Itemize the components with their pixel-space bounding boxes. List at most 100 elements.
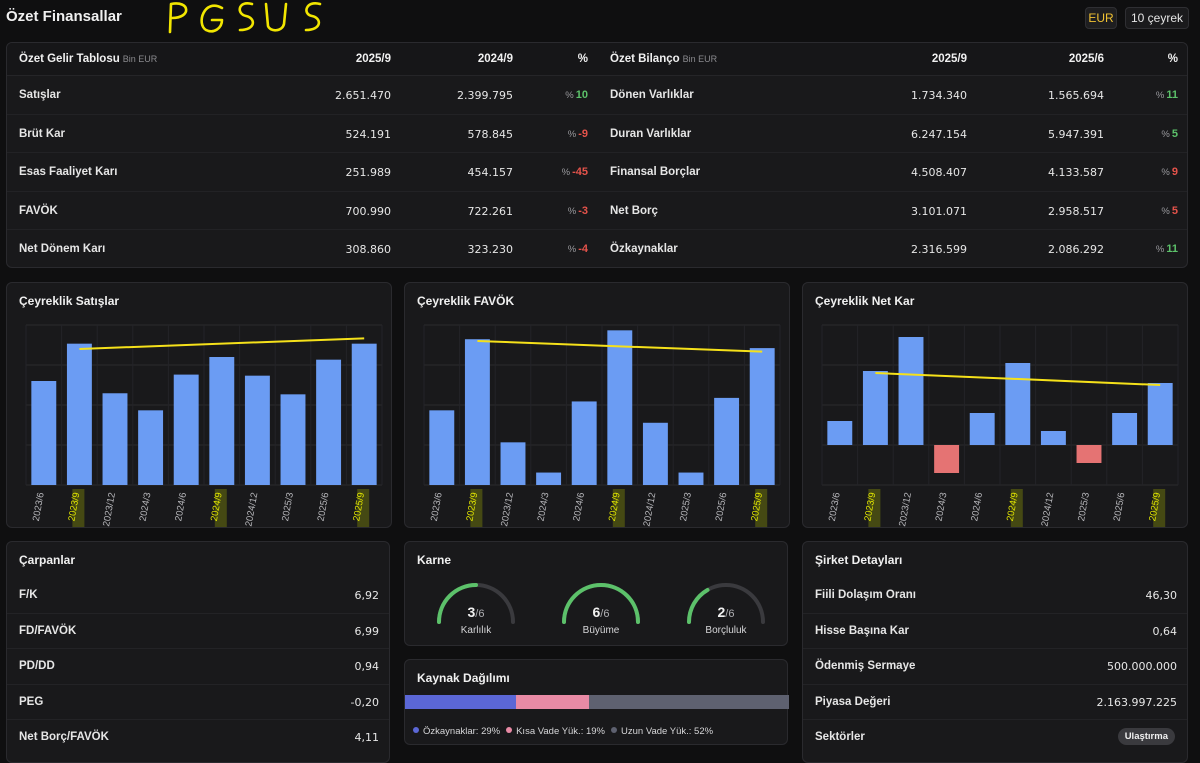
income-title: Özet Gelir Tablosu	[19, 53, 120, 65]
sector-label: Sektörler	[815, 731, 865, 743]
x-tick-label: 2023/12	[897, 492, 914, 528]
bar-2023/6[interactable]	[429, 410, 455, 485]
balance-row-change: % 5	[1122, 128, 1178, 140]
multiples-value: 6,92	[354, 589, 380, 602]
balance-row-previous: 1.565.694	[1048, 89, 1104, 102]
balance-col-previous[interactable]: 2025/6	[1068, 53, 1104, 65]
x-tick-label: 2025/9	[749, 492, 765, 523]
bar-2023/6[interactable]	[827, 421, 853, 445]
income-row-change: % -9	[527, 128, 588, 140]
income-col-previous[interactable]: 2024/9	[477, 53, 513, 65]
bar-2024/9[interactable]	[607, 330, 633, 485]
balance-row: Net Borç 3.101.071 2.958.517% 5	[602, 192, 1187, 230]
funding-segment[interactable]	[589, 695, 789, 709]
balance-row-current: 4.508.407	[911, 166, 967, 179]
score-gauge: 6/6 Büyüme	[556, 578, 646, 640]
currency-selector[interactable]: EUR	[1085, 7, 1117, 29]
balance-row-current: 3.101.071	[911, 204, 967, 218]
x-tick-label: 2024/9	[607, 492, 623, 523]
income-row-change: % 10	[527, 89, 588, 101]
bar-2023/9[interactable]	[862, 371, 888, 445]
bar-2023/12[interactable]	[102, 393, 128, 485]
bar-2024/3[interactable]	[934, 445, 960, 473]
tick-highlight	[214, 489, 227, 527]
multiples-value: 0,94	[354, 660, 380, 673]
bar-2025/3[interactable]	[678, 472, 704, 485]
bar-2024/9[interactable]	[209, 357, 235, 485]
chart-quarterly-net-profit: Çeyreklik Net Kar 2023/6 2023/9 2023/12 202…	[802, 282, 1188, 528]
bar-2025/6[interactable]	[316, 359, 342, 485]
balance-col-current[interactable]: 2025/9	[931, 53, 967, 65]
tick-highlight	[755, 489, 768, 527]
income-row-previous: 722.261	[467, 204, 514, 218]
multiples-label: FD/FAVÖK	[19, 624, 77, 637]
bar-2024/12[interactable]	[642, 422, 668, 485]
x-tick-label: 2023/6	[31, 492, 47, 523]
income-unit: Bin EUR	[122, 54, 158, 64]
company-value: 46,30	[1145, 589, 1178, 602]
bar-2023/9[interactable]	[66, 343, 92, 485]
score-gauge: 3/6 Karlılık	[431, 578, 521, 640]
bar-2025/9[interactable]	[749, 348, 775, 485]
balance-row-previous: 4.133.587	[1048, 166, 1104, 179]
bar-2025/6[interactable]	[714, 397, 740, 485]
balance-row-current: 2.316.599	[911, 243, 967, 256]
bar-2024/3[interactable]	[536, 472, 562, 485]
bar-2025/9[interactable]	[351, 343, 377, 485]
balance-header: Özet Bilanço Bin EUR 2025/9 2025/6 %	[602, 43, 1187, 76]
chart-title: Çeyreklik Net Kar	[815, 294, 915, 308]
x-tick-label: 2023/9	[862, 492, 878, 523]
chart-quarterly-ebitda-svg: 2023/6 2023/9 2023/12 2024/3 2024/6 2024/9 202…	[423, 324, 781, 528]
bar-2024/6[interactable]	[969, 413, 995, 445]
income-row-current: 308.860	[345, 243, 392, 256]
gauge-score-value: 2	[717, 604, 726, 620]
x-tick-label: 2023/6	[429, 492, 445, 523]
balance-row-change: % 11	[1122, 89, 1178, 101]
bar-2024/6[interactable]	[571, 401, 597, 485]
change-value: 9	[1171, 166, 1178, 178]
legend-item: Uzun Vade Yük.: 52%	[611, 726, 713, 737]
bar-2024/12[interactable]	[244, 375, 270, 485]
bar-2025/9[interactable]	[1147, 383, 1173, 445]
bar-2023/9[interactable]	[464, 339, 490, 485]
percent-symbol: %	[565, 90, 574, 101]
bar-2024/3[interactable]	[138, 410, 164, 485]
company-value: 2.163.997.225	[1096, 695, 1177, 709]
bar-2025/3[interactable]	[280, 394, 306, 485]
company-value: 0,64	[1152, 624, 1178, 638]
balance-col-change[interactable]: %	[1167, 53, 1178, 65]
percent-symbol: %	[1161, 205, 1170, 217]
x-tick-label: 2024/6	[173, 492, 189, 523]
funding-segment[interactable]	[405, 695, 517, 709]
company-row: Hisse Başına Kar 0,64	[803, 614, 1187, 649]
bar-2024/9[interactable]	[1005, 363, 1031, 445]
bar-2023/12[interactable]	[500, 442, 526, 485]
page-title: Özet Finansallar	[6, 8, 122, 25]
bar-2024/12[interactable]	[1040, 431, 1066, 445]
bar-2024/6[interactable]	[173, 374, 199, 485]
x-tick-label: 2024/6	[969, 492, 985, 523]
income-row-change: % -4	[527, 243, 588, 255]
income-col-change[interactable]: %	[577, 53, 588, 65]
funding-segment[interactable]	[516, 695, 590, 709]
income-col-current[interactable]: 2025/9	[355, 53, 391, 65]
bar-2025/3[interactable]	[1076, 445, 1102, 463]
x-tick-label: 2023/12	[499, 492, 516, 528]
period-selector[interactable]: 10 çeyrek	[1125, 7, 1189, 29]
funding-title: Kaynak Dağılımı	[417, 671, 510, 685]
bar-2023/12[interactable]	[898, 337, 924, 445]
chart-quarterly-sales: Çeyreklik Satışlar 2023/6 2023/9 2023/12 20…	[6, 282, 392, 528]
legend-dot-icon	[506, 727, 513, 733]
multiples-row: PD/DD 0,94	[7, 649, 389, 685]
multiples-row: PEG -0,20	[7, 685, 389, 720]
gauge-score-max: /6	[725, 608, 735, 620]
bar-2025/6[interactable]	[1112, 413, 1138, 445]
change-value: -4	[578, 243, 588, 255]
tick-highlight	[470, 489, 483, 527]
income-row-label: Satışlar	[19, 89, 61, 101]
income-row: Satışlar 2.651.470 2.399.795% 10	[7, 76, 602, 115]
x-tick-label: 2025/6	[316, 492, 332, 523]
x-tick-label: 2023/12	[101, 492, 118, 528]
sector-tag[interactable]: Ulaştırma	[1117, 728, 1175, 745]
bar-2023/6[interactable]	[31, 381, 57, 485]
